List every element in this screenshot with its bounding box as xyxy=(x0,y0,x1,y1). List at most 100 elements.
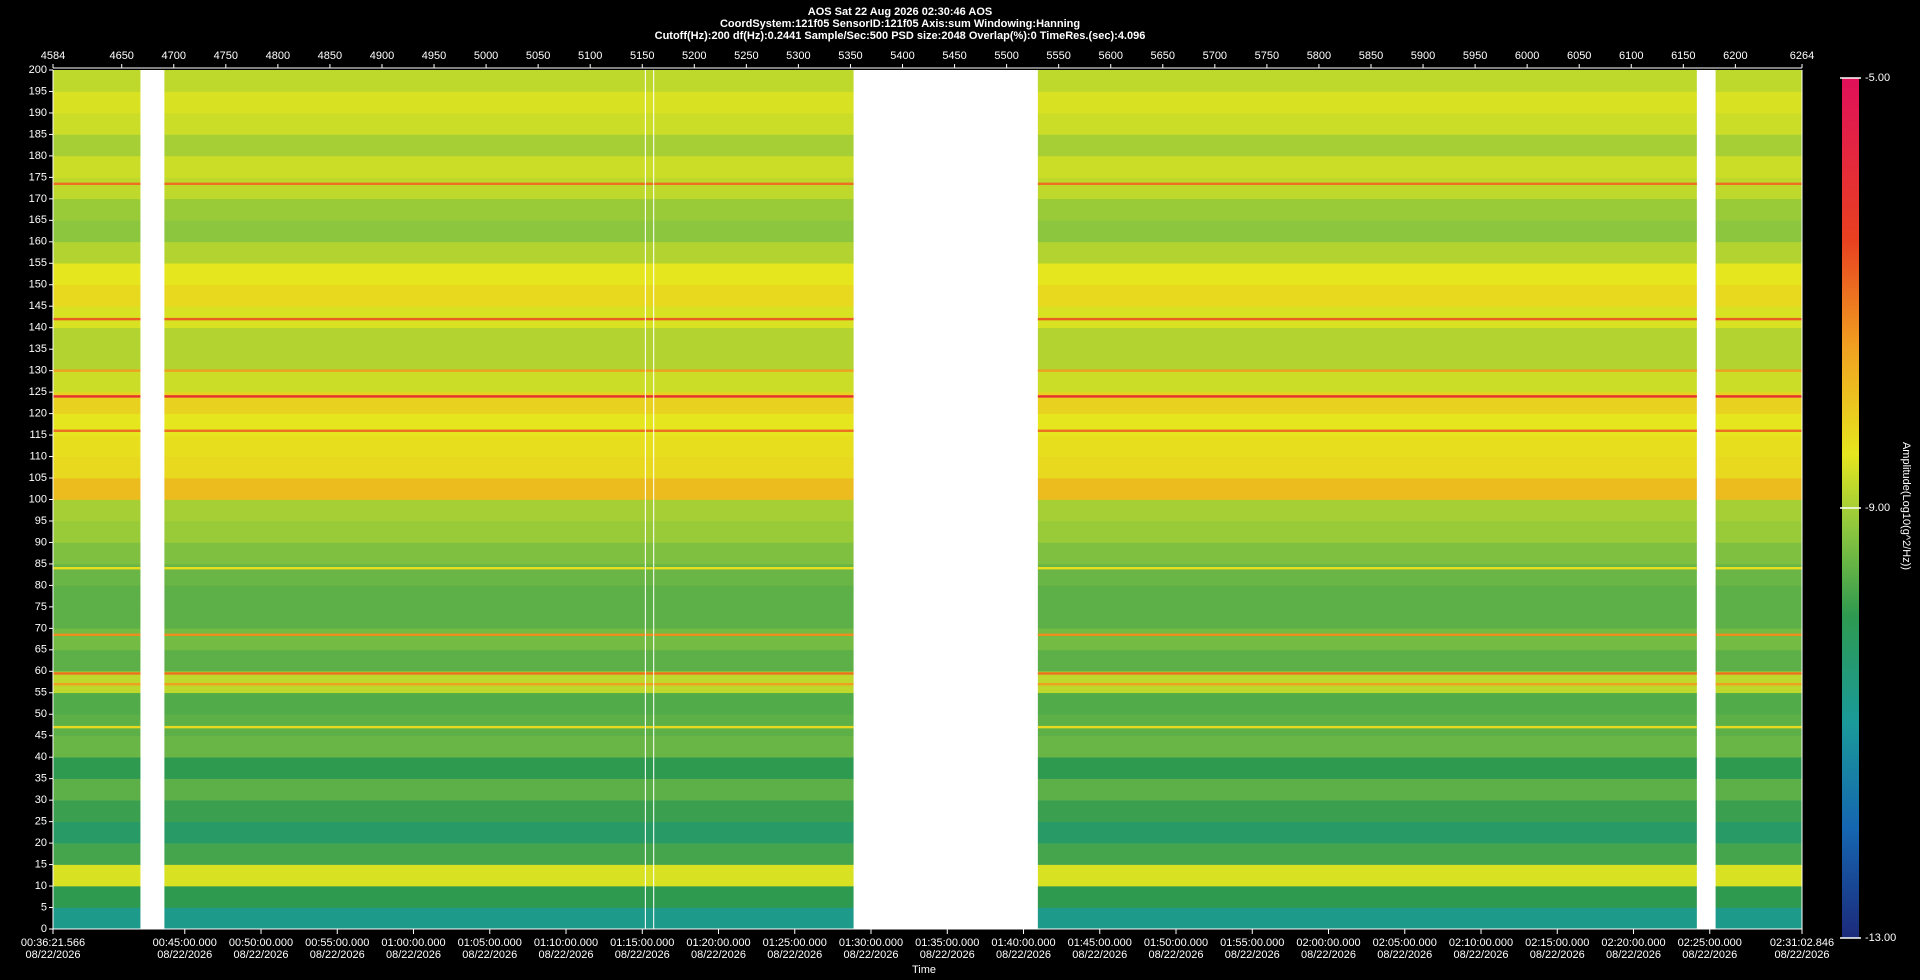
heatmap-cell xyxy=(1037,155,1697,178)
heatmap-cell xyxy=(1037,456,1697,479)
y-tick-label: 75 xyxy=(35,601,47,613)
y-tick-label: 90 xyxy=(35,536,47,548)
heatmap-cell xyxy=(645,778,654,801)
heatmap-cell xyxy=(645,155,654,178)
heatmap-cell xyxy=(53,241,141,264)
tone-line xyxy=(645,395,654,398)
heatmap-cell xyxy=(53,800,141,822)
heatmap-cell xyxy=(1715,778,1802,801)
heatmap-cell xyxy=(53,478,141,500)
tone-line xyxy=(164,567,645,570)
heatmap-cell xyxy=(164,112,645,135)
tone-line xyxy=(164,672,645,675)
tone-line xyxy=(164,682,645,686)
heatmap-cell xyxy=(53,671,141,694)
heatmap-cell xyxy=(1715,628,1802,651)
heatmap-cell xyxy=(645,349,654,371)
heatmap-cell xyxy=(53,70,141,92)
colorbar-tick-label: -13.00 xyxy=(1865,932,1896,944)
heatmap-cell xyxy=(645,241,654,264)
heatmap-cell xyxy=(1037,778,1697,801)
y-tick-label: 160 xyxy=(29,236,47,248)
x-tick-label: 6150 xyxy=(1671,50,1695,62)
heatmap-cell xyxy=(1715,198,1802,221)
heatmap-cell xyxy=(1715,843,1802,865)
heatmap-cell xyxy=(654,499,854,522)
heatmap-cell xyxy=(645,520,654,543)
y-tick-label: 130 xyxy=(29,365,47,377)
x-tick-label: 4800 xyxy=(266,50,290,62)
x-tick-label: 5450 xyxy=(942,50,966,62)
heatmap-cell xyxy=(164,370,645,393)
tone-line xyxy=(53,395,141,398)
time-tick-label: 02:05:00.000 xyxy=(1373,937,1437,949)
y-tick-label: 200 xyxy=(29,64,47,76)
x-tick-label: 5250 xyxy=(734,50,758,62)
time-tick-date: 08/22/2026 xyxy=(1530,949,1585,961)
time-tick-label: 00:36:21.566 xyxy=(21,937,85,949)
y-tick-label: 150 xyxy=(29,279,47,291)
heatmap-cell xyxy=(654,263,854,286)
time-tick-date: 08/22/2026 xyxy=(615,949,670,961)
heatmap-cell xyxy=(164,284,645,307)
tone-line xyxy=(645,672,654,675)
time-tick-label: 01:10:00.000 xyxy=(534,937,598,949)
y-tick-label: 140 xyxy=(29,322,47,334)
heatmap-cell xyxy=(1715,241,1802,264)
heatmap-cell xyxy=(164,649,645,672)
heatmap-cell xyxy=(645,714,654,737)
heatmap-cell xyxy=(53,327,141,350)
heatmap-cell xyxy=(1715,370,1802,393)
tone-line xyxy=(1037,633,1697,636)
y-tick-label: 55 xyxy=(35,687,47,699)
y-tick-label: 165 xyxy=(29,214,47,226)
heatmap-cell xyxy=(1037,241,1697,264)
time-tick-date: 08/22/2026 xyxy=(157,949,212,961)
time-tick-date: 08/22/2026 xyxy=(691,949,746,961)
time-tick-date: 08/22/2026 xyxy=(386,949,441,961)
heatmap-cell xyxy=(164,757,645,779)
x-tick-label: 4850 xyxy=(318,50,342,62)
x-tick-label: 5150 xyxy=(630,50,654,62)
tone-line xyxy=(1037,429,1697,432)
heatmap-cell xyxy=(654,70,854,92)
heatmap-cell xyxy=(654,177,854,200)
title-line: Cutoff(Hz):200 df(Hz):0.2441 Sample/Sec:… xyxy=(655,30,1146,42)
heatmap-cell xyxy=(53,220,141,243)
tone-line xyxy=(654,672,854,675)
tone-line xyxy=(654,182,854,186)
heatmap-cell xyxy=(654,478,854,500)
tone-line xyxy=(53,429,141,432)
y-tick-label: 65 xyxy=(35,644,47,656)
tone-line xyxy=(645,182,654,186)
tone-line xyxy=(654,725,854,729)
heatmap-cell xyxy=(1037,864,1697,887)
heatmap-cell xyxy=(1715,70,1802,92)
y-tick-label: 50 xyxy=(35,708,47,720)
heatmap-cell xyxy=(645,821,654,844)
heatmap-cell xyxy=(164,606,645,629)
tone-line xyxy=(1715,369,1802,372)
y-tick-label: 190 xyxy=(29,107,47,119)
heatmap-cell xyxy=(1037,349,1697,371)
heatmap-cell xyxy=(645,478,654,500)
heatmap-cell xyxy=(654,843,854,865)
heatmap-cell xyxy=(1715,649,1802,672)
heatmap-cell xyxy=(1715,435,1802,457)
heatmap-cell xyxy=(164,263,645,286)
y-tick-label: 170 xyxy=(29,193,47,205)
heatmap-cell xyxy=(1715,542,1802,565)
heatmap-cell xyxy=(1715,220,1802,243)
tone-line xyxy=(53,633,141,636)
tone-line xyxy=(1037,725,1697,729)
heatmap-cell xyxy=(53,284,141,307)
heatmap-cell xyxy=(645,456,654,479)
heatmap-cell xyxy=(1037,735,1697,758)
heatmap-cell xyxy=(654,886,854,908)
heatmap-cell xyxy=(645,864,654,887)
tone-line xyxy=(1715,395,1802,398)
y-tick-label: 175 xyxy=(29,171,47,183)
tone-line xyxy=(654,682,854,686)
colorbar-label: Amplitude(Log10(g^2/Hz)) xyxy=(1900,442,1912,570)
heatmap-cell xyxy=(645,220,654,243)
